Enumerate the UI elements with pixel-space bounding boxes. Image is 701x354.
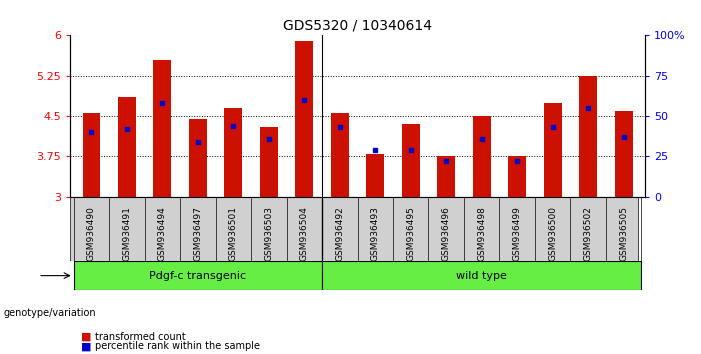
Bar <box>322 261 641 290</box>
Bar <box>473 116 491 196</box>
Text: GSM936505: GSM936505 <box>619 206 628 261</box>
Text: ■: ■ <box>81 341 91 351</box>
Text: ■: ■ <box>81 332 91 342</box>
Text: GSM936499: GSM936499 <box>512 206 522 261</box>
Text: GSM936493: GSM936493 <box>371 206 380 261</box>
Text: GSM936490: GSM936490 <box>87 206 96 261</box>
Bar <box>508 156 526 196</box>
Bar <box>224 108 242 196</box>
Text: GSM936504: GSM936504 <box>300 206 308 261</box>
Text: GSM936503: GSM936503 <box>264 206 273 261</box>
Text: GSM936498: GSM936498 <box>477 206 486 261</box>
Bar <box>615 110 632 196</box>
Text: Pdgf-c transgenic: Pdgf-c transgenic <box>149 270 246 281</box>
Text: genotype/variation: genotype/variation <box>4 308 96 318</box>
Bar <box>83 113 100 196</box>
Text: GSM936491: GSM936491 <box>123 206 131 261</box>
Text: GSM936492: GSM936492 <box>335 206 344 261</box>
Bar <box>118 97 136 196</box>
Text: GSM936494: GSM936494 <box>158 206 167 261</box>
Bar <box>331 113 348 196</box>
Text: GSM936496: GSM936496 <box>442 206 451 261</box>
Bar <box>544 103 562 196</box>
Text: transformed count: transformed count <box>95 332 185 342</box>
Text: percentile rank within the sample: percentile rank within the sample <box>95 341 259 351</box>
Bar <box>74 261 322 290</box>
Text: GSM936501: GSM936501 <box>229 206 238 261</box>
Bar <box>437 156 455 196</box>
Bar <box>367 154 384 196</box>
Bar <box>154 59 171 196</box>
Text: GSM936495: GSM936495 <box>407 206 415 261</box>
Text: GSM936497: GSM936497 <box>193 206 203 261</box>
Bar <box>402 124 420 196</box>
Bar <box>579 76 597 196</box>
Title: GDS5320 / 10340614: GDS5320 / 10340614 <box>283 19 432 33</box>
Bar <box>260 127 278 196</box>
Text: GSM936500: GSM936500 <box>548 206 557 261</box>
Bar <box>189 119 207 196</box>
Bar <box>295 41 313 196</box>
Text: GSM936502: GSM936502 <box>584 206 592 261</box>
Text: wild type: wild type <box>456 270 507 281</box>
